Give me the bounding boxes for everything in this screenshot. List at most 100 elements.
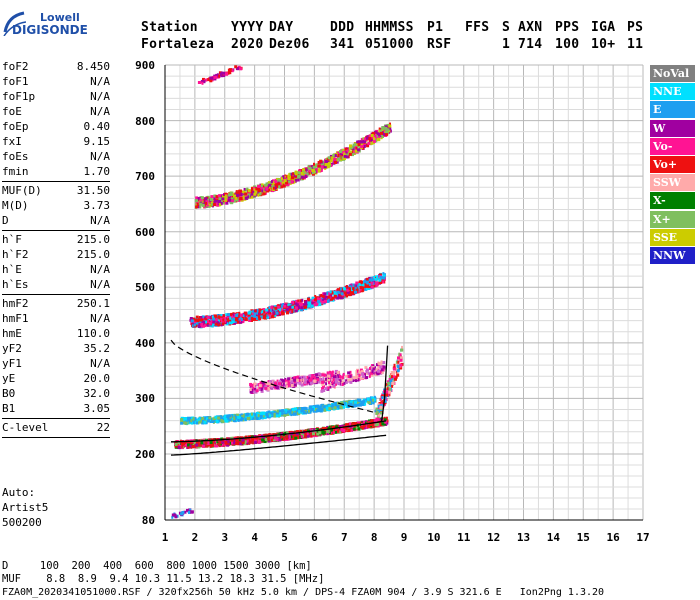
param-name: h`E xyxy=(2,263,22,276)
param-name: B1 xyxy=(2,402,16,415)
echo-trace-1 xyxy=(232,441,236,445)
echo-trace-1 xyxy=(214,444,218,448)
param-value: 8.450 xyxy=(76,60,110,73)
echo-trace-1 xyxy=(316,429,320,433)
echo-trace-1 xyxy=(206,442,210,445)
echo-trace-2 xyxy=(229,321,232,325)
echo-trace-1x xyxy=(294,407,297,411)
echo-trace-2 xyxy=(256,317,258,320)
echo-trace-2 xyxy=(239,320,243,324)
echo-trace-1x xyxy=(322,405,326,409)
echo-trace-2 xyxy=(231,320,235,323)
spread-f xyxy=(358,370,361,374)
echo-trace-1x xyxy=(196,421,198,425)
echo-trace-1x xyxy=(190,419,193,423)
spread-f xyxy=(380,371,384,375)
spread-f xyxy=(342,372,345,376)
echo-trace-1x xyxy=(354,400,358,404)
param-name: foF1p xyxy=(2,90,36,103)
echo-trace-2 xyxy=(281,303,284,307)
spread-f xyxy=(332,378,335,382)
param-row: B1 3.05 xyxy=(2,402,110,416)
echo-trace-1 xyxy=(322,427,326,431)
echo-trace-1 xyxy=(195,443,199,447)
echo-trace-2 xyxy=(193,323,196,327)
echo-trace-1 xyxy=(226,440,230,444)
echo-trace-2 xyxy=(238,317,242,321)
echo-trace-2 xyxy=(382,274,386,278)
spread-f xyxy=(329,385,332,389)
param-row: MUF(D) 31.50 xyxy=(2,184,110,198)
echo-trace-2 xyxy=(223,317,227,321)
echo-trace-2 xyxy=(355,288,359,292)
spread-f xyxy=(377,366,380,370)
hdr-label-iga: IGA xyxy=(591,20,616,35)
hdr-label-s: S xyxy=(502,20,511,35)
echo-trace-2 xyxy=(333,294,337,298)
spread-f xyxy=(290,380,294,384)
echo-cusp xyxy=(386,387,389,391)
spread-f xyxy=(268,385,272,389)
echo-trace-2 xyxy=(303,303,307,307)
echo-trace-2 xyxy=(352,284,355,287)
echo-trace-1 xyxy=(383,420,387,424)
echo-trace-2 xyxy=(315,301,319,305)
x-tick-label: 16 xyxy=(607,531,621,544)
echo-trace-1x xyxy=(369,398,373,402)
param-value: 1.70 xyxy=(83,165,111,178)
echo-cusp xyxy=(401,345,403,349)
param-value: 31.50 xyxy=(76,184,110,197)
spread-f xyxy=(317,380,321,384)
echo-trace-2 xyxy=(316,297,319,301)
echo-trace-2 xyxy=(265,310,269,314)
echo-trace-1x xyxy=(281,410,284,414)
echo-trace-1 xyxy=(385,416,388,420)
spread-f xyxy=(258,385,262,389)
echo-trace-2 xyxy=(352,287,356,291)
echo-trace-1x xyxy=(239,416,243,420)
echo-trace-1x xyxy=(189,421,192,425)
echo-trace-2 xyxy=(308,298,310,302)
echo-trace-1 xyxy=(310,434,313,438)
hdr-hhmmss: 051000 xyxy=(365,37,414,52)
echo-trace-1x xyxy=(326,407,329,411)
echo-trace-2 xyxy=(281,306,284,310)
echo-trace-1x xyxy=(258,416,261,420)
echo-trace-1x xyxy=(193,421,197,425)
x-tick-label: 13 xyxy=(517,531,530,544)
echo-trace-1 xyxy=(267,437,271,441)
echo-cusp xyxy=(379,405,383,409)
echo-cusp xyxy=(397,367,401,371)
echo-trace-2 xyxy=(327,295,331,299)
param-row: h`Es N/A xyxy=(2,278,110,292)
echo-cusp xyxy=(399,363,403,367)
echo-trace-1 xyxy=(300,435,303,438)
param-name: M(D) xyxy=(2,199,29,212)
echo-trace-1x xyxy=(359,402,363,406)
echo-trace-1x xyxy=(308,409,310,413)
echo-trace-2 xyxy=(359,287,362,291)
auto-label: Auto: xyxy=(2,486,36,499)
spread-f xyxy=(355,379,357,383)
spread-f xyxy=(372,367,376,371)
echo-cusp xyxy=(388,389,392,392)
echo-trace-2 xyxy=(201,315,205,319)
echo-trace-1 xyxy=(331,426,335,429)
echo-trace-2 xyxy=(327,297,330,301)
echo-trace-2 xyxy=(362,288,365,292)
echo-trace-2 xyxy=(328,292,332,296)
param-value: 3.73 xyxy=(83,199,111,212)
x-tick-label: 11 xyxy=(457,531,471,544)
echo-trace-2 xyxy=(211,315,214,319)
echo-trace-2 xyxy=(322,294,326,298)
y-tick-label: 700 xyxy=(135,170,155,183)
echo-trace-2 xyxy=(192,317,196,321)
param-row: yF2 35.2 xyxy=(2,342,110,356)
echo-trace-2 xyxy=(354,287,357,291)
auto-version: 500200 xyxy=(2,516,42,529)
spread-f xyxy=(300,383,304,387)
echo-trace-1 xyxy=(177,446,181,450)
echo-trace-2 xyxy=(194,318,198,322)
echo-trace-1x xyxy=(215,419,219,423)
param-separator xyxy=(2,230,110,231)
